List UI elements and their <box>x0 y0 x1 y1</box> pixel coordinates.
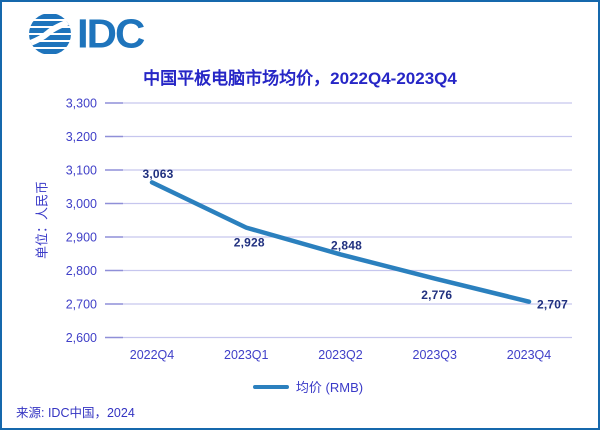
chart-title: 中国平板电脑市场均价，2022Q4-2023Q4 <box>143 69 457 88</box>
data-point-label: 2,928 <box>234 236 265 250</box>
y-tick-label: 3,200 <box>66 130 97 144</box>
y-tick-label: 3,300 <box>66 97 97 111</box>
x-tick-label: 2023Q3 <box>413 348 458 362</box>
data-point-label: 2,707 <box>537 298 568 312</box>
source-note: 来源: IDC中国，2024 <box>16 406 135 420</box>
legend: 均价 (RMB) <box>10 377 598 396</box>
y-tick-label: 3,100 <box>66 164 97 178</box>
legend-label: 均价 (RMB) <box>295 380 364 395</box>
price-line <box>149 180 532 304</box>
x-tick-label: 2023Q4 <box>507 348 552 362</box>
x-tick-label: 2023Q1 <box>224 348 269 362</box>
y-tick-label: 3,000 <box>66 197 97 211</box>
y-tick-label: 2,600 <box>66 331 97 345</box>
x-tick-label: 2022Q4 <box>130 348 175 362</box>
y-tick-label: 2,900 <box>66 231 97 245</box>
idc-globe-icon <box>29 14 71 54</box>
legend-line-swatch <box>252 384 289 389</box>
y-tick-label: 2,800 <box>66 264 97 278</box>
idc-logo: IDC <box>28 10 145 57</box>
data-point-label: 3,063 <box>142 167 173 181</box>
data-point-label: 2,848 <box>331 238 362 252</box>
x-tick-label: 2023Q2 <box>318 348 363 362</box>
data-point-label: 2,776 <box>421 288 452 302</box>
idc-logo-text: IDC <box>77 10 145 57</box>
y-tick-label: 2,700 <box>66 298 97 312</box>
